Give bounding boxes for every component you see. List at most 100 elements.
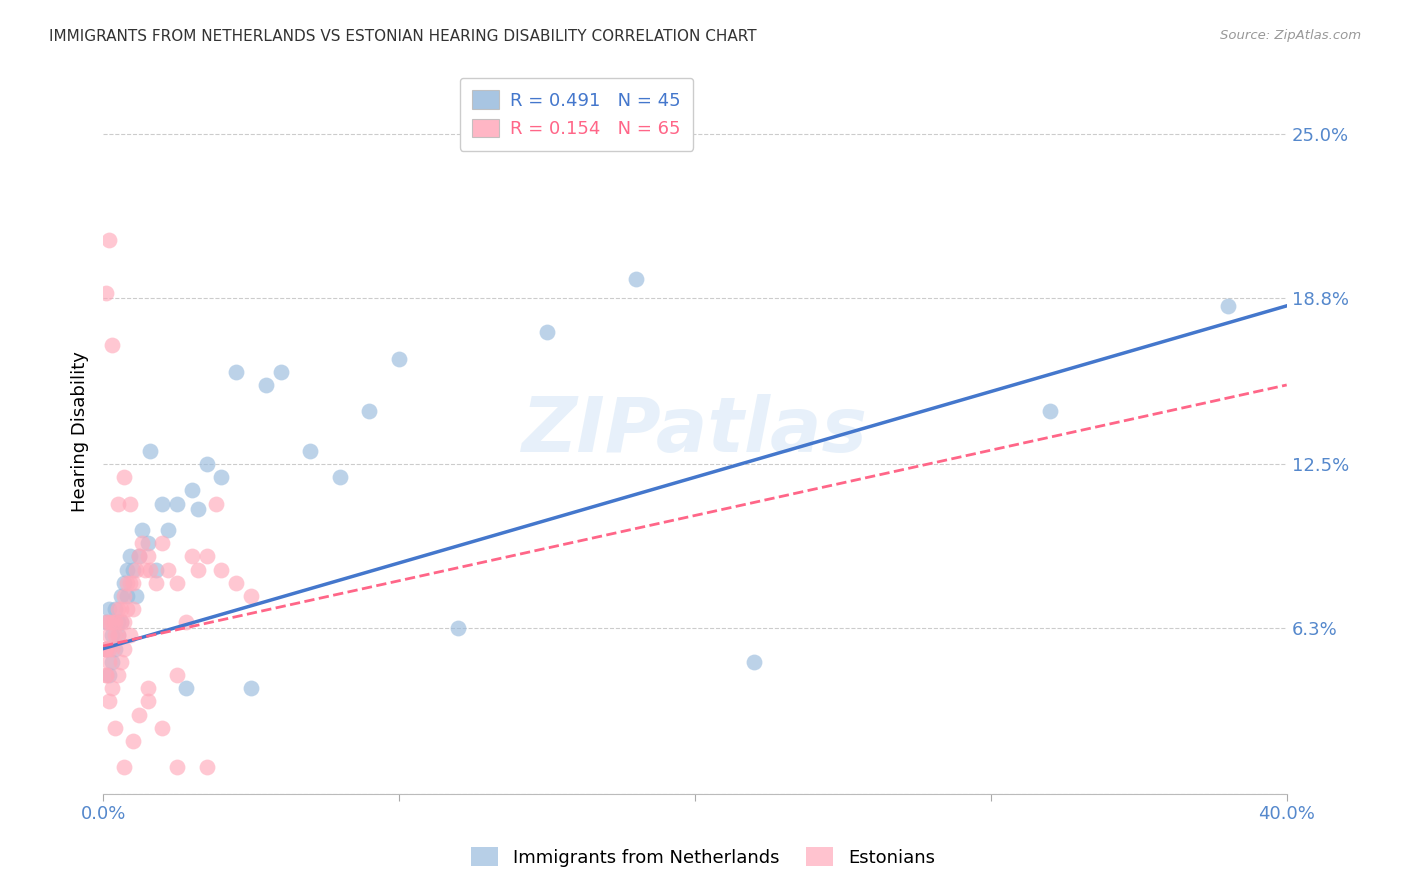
Point xyxy=(104,602,127,616)
Point xyxy=(211,562,233,576)
Point xyxy=(254,378,277,392)
Text: Source: ZipAtlas.com: Source: ZipAtlas.com xyxy=(1220,29,1361,42)
Point xyxy=(240,589,263,603)
Point xyxy=(94,641,117,656)
Point xyxy=(101,338,124,352)
Point xyxy=(128,707,150,722)
Point xyxy=(101,628,124,642)
Point xyxy=(118,628,141,642)
Point xyxy=(225,365,247,379)
Point xyxy=(150,536,173,550)
Point xyxy=(157,562,180,576)
Point xyxy=(187,562,209,576)
Point xyxy=(388,351,411,366)
Text: ZIPatlas: ZIPatlas xyxy=(522,394,868,468)
Point xyxy=(145,575,167,590)
Point xyxy=(101,641,124,656)
Point xyxy=(136,681,159,696)
Point xyxy=(195,457,218,471)
Point xyxy=(624,272,647,286)
Point xyxy=(98,602,121,616)
Legend: Immigrants from Netherlands, Estonians: Immigrants from Netherlands, Estonians xyxy=(464,840,942,874)
Point xyxy=(128,549,150,564)
Point xyxy=(93,641,115,656)
Point xyxy=(139,562,162,576)
Point xyxy=(150,497,173,511)
Point xyxy=(115,589,138,603)
Point xyxy=(115,575,138,590)
Point xyxy=(150,721,173,735)
Point xyxy=(94,668,117,682)
Point xyxy=(110,602,132,616)
Legend: R = 0.491   N = 45, R = 0.154   N = 65: R = 0.491 N = 45, R = 0.154 N = 65 xyxy=(460,78,693,151)
Point xyxy=(110,615,132,630)
Point xyxy=(101,655,124,669)
Point xyxy=(94,668,117,682)
Point xyxy=(121,734,143,748)
Point xyxy=(128,549,150,564)
Point xyxy=(204,497,226,511)
Point xyxy=(359,404,381,418)
Point xyxy=(329,470,352,484)
Point xyxy=(101,681,124,696)
Y-axis label: Hearing Disability: Hearing Disability xyxy=(72,351,89,511)
Point xyxy=(112,589,135,603)
Point xyxy=(112,641,135,656)
Point xyxy=(136,536,159,550)
Point xyxy=(94,285,117,300)
Point xyxy=(225,575,247,590)
Point xyxy=(98,655,121,669)
Point xyxy=(134,562,156,576)
Point xyxy=(107,628,129,642)
Point xyxy=(124,589,146,603)
Point xyxy=(101,615,124,630)
Point xyxy=(112,615,135,630)
Point xyxy=(131,536,153,550)
Point xyxy=(98,668,121,682)
Point xyxy=(104,615,127,630)
Point xyxy=(94,615,117,630)
Point xyxy=(174,681,197,696)
Point xyxy=(136,549,159,564)
Point xyxy=(1216,299,1239,313)
Point xyxy=(195,760,218,774)
Point xyxy=(112,470,135,484)
Point xyxy=(104,628,127,642)
Point xyxy=(98,628,121,642)
Point xyxy=(98,615,121,630)
Point xyxy=(187,502,209,516)
Point xyxy=(118,497,141,511)
Point xyxy=(94,641,117,656)
Point xyxy=(124,562,146,576)
Point xyxy=(98,694,121,708)
Point xyxy=(180,549,202,564)
Point xyxy=(107,602,129,616)
Point xyxy=(110,615,132,630)
Point xyxy=(1039,404,1062,418)
Point xyxy=(115,602,138,616)
Point xyxy=(536,325,558,339)
Point xyxy=(107,668,129,682)
Point xyxy=(166,668,188,682)
Point xyxy=(110,655,132,669)
Point xyxy=(211,470,233,484)
Point xyxy=(145,562,167,576)
Point xyxy=(107,628,129,642)
Point xyxy=(121,562,143,576)
Point xyxy=(180,483,202,498)
Point xyxy=(136,694,159,708)
Point xyxy=(107,497,129,511)
Point xyxy=(115,562,138,576)
Point xyxy=(121,602,143,616)
Point xyxy=(139,443,162,458)
Point xyxy=(110,589,132,603)
Point xyxy=(299,443,322,458)
Point xyxy=(270,365,292,379)
Point xyxy=(94,641,117,656)
Point xyxy=(98,641,121,656)
Text: IMMIGRANTS FROM NETHERLANDS VS ESTONIAN HEARING DISABILITY CORRELATION CHART: IMMIGRANTS FROM NETHERLANDS VS ESTONIAN … xyxy=(49,29,756,44)
Point xyxy=(157,523,180,537)
Point xyxy=(112,760,135,774)
Point xyxy=(447,621,470,635)
Point xyxy=(107,615,129,630)
